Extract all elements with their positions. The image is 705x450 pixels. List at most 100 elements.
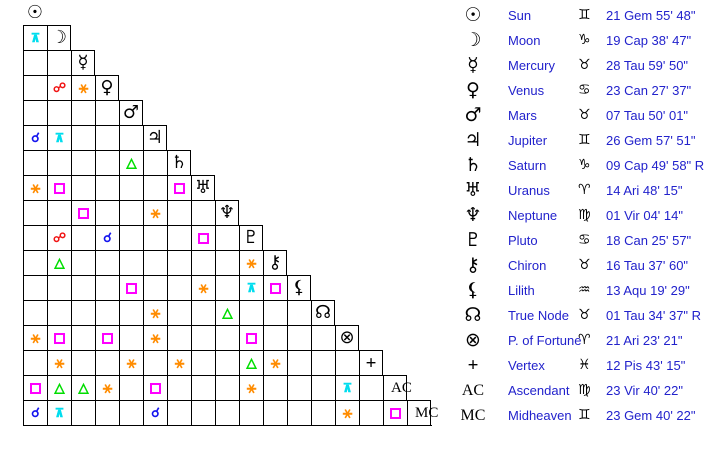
diagonal-cell-pluto: ♇ [239,225,263,250]
trine-aspect-icon: △ [222,305,233,321]
aspect-cell-jupiter-sun: ☌ [23,125,47,150]
aspect-cell-chiron-mercury [71,250,95,275]
mercury-symbol-icon: ☿ [467,54,479,76]
aspect-cell-vertex-neptune [215,350,239,375]
aspect-cell-true-node-neptune: △ [215,300,239,325]
trine-aspect-icon: △ [126,155,137,171]
sextile-aspect-icon: ⚹ [246,253,257,272]
aspect-cell-vertex-venus [95,350,119,375]
aspect-cell-uranus-jupiter [143,175,167,200]
planet-position: 23 Can 27' 37" [606,83,692,98]
grid-bottom-border [23,425,432,426]
aspect-cell-midheaven-lilith [287,400,311,425]
tau-sign-icon: ♉ [578,307,591,323]
table-row-neptune: ♆ Neptune ♍ 01 Vir 04' 14" [0,203,705,228]
diagonal-cell-saturn: ♄ [167,150,191,175]
quincunx-aspect-icon: ⊼ [54,131,65,145]
aspect-cell-ascendant-vertex [359,375,383,400]
aspect-cell-p-of-fortune-sun: ⚹ [23,325,47,350]
planet-name: Jupiter [508,133,548,148]
aspect-cell-jupiter-venus [95,125,119,150]
aspect-cell-ascendant-sun [23,375,47,400]
table-row-venus: ♀ Venus ♋ 23 Can 27' 37" [0,78,705,103]
planet-name: Venus [508,83,545,98]
square-aspect-icon [270,282,281,294]
aspect-cell-chiron-sun [23,250,47,275]
ascendant-symbol-icon: AC [391,379,412,396]
sun-symbol-icon: ☉ [464,4,482,26]
diagonal-cell-uranus: ♅ [191,175,215,200]
aspect-cell-p-of-fortune-moon [47,325,71,350]
sextile-aspect-icon: ⚹ [102,378,113,397]
pluto-symbol-icon: ♇ [464,229,482,251]
aspect-cell-vertex-pluto: △ [239,350,263,375]
table-row-p-of-fortune: ⊗ P. of Fortune ♈ 21 Ari 23' 21" [0,328,705,353]
mars-symbol-icon: ♂ [122,102,140,123]
gem-sign-icon: ♊ [578,132,591,148]
planet-position: 09 Cap 49' 58" R [606,158,705,173]
aspect-cell-uranus-venus [95,175,119,200]
gem-sign-icon: ♊ [578,407,591,423]
tau-sign-icon: ♉ [578,257,591,273]
aspect-cell-ascendant-pluto: ⚹ [239,375,263,400]
aspect-cell-vertex-moon: ⚹ [47,350,71,375]
aspect-cell-lilith-pluto: ⊼ [239,275,263,300]
aspect-cell-chiron-mars [119,250,143,275]
planet-position: 19 Cap 38' 47" [606,33,692,48]
sextile-aspect-icon: ⚹ [150,203,161,222]
planet-position: 26 Gem 57' 51" [606,133,696,148]
aspect-cell-mars-mercury [71,100,95,125]
planet-position: 21 Ari 23' 21" [606,333,683,348]
aspect-cell-true-node-mars [119,300,143,325]
tau-sign-icon: ♉ [578,57,591,73]
aspect-cell-lilith-sun [23,275,47,300]
quincunx-aspect-icon: ⊼ [342,381,353,395]
neptune-symbol-icon: ♆ [218,202,236,223]
uranus-symbol-icon: ♅ [194,177,212,198]
aspect-cell-chiron-moon: △ [47,250,71,275]
lilith-symbol-icon: ⚸ [466,279,480,301]
planet-name: Saturn [508,158,547,173]
midheaven-symbol-icon: MC [460,407,486,424]
aspect-cell-uranus-saturn [167,175,191,200]
aspect-cell-p-of-fortune-jupiter: ⚹ [143,325,167,350]
mars-symbol-icon: ♂ [464,104,482,126]
aspect-cell-mars-sun [23,100,47,125]
aspect-cell-p-of-fortune-uranus [191,325,215,350]
aspect-cell-saturn-moon [47,150,71,175]
uranus-symbol-icon: ♅ [464,179,482,201]
planet-name: Vertex [508,358,545,373]
table-row-ascendant: AC Ascendant ♍ 23 Vir 40' 22" [0,378,705,403]
planet-position: 07 Tau 50' 01" [606,108,689,123]
conjunction-aspect-icon: ☌ [151,405,160,421]
aspect-cell-midheaven-pluto [239,400,263,425]
aspect-cell-vertex-true-node [311,350,335,375]
sextile-aspect-icon: ⚹ [174,353,185,372]
aspect-cell-lilith-jupiter [143,275,167,300]
sextile-aspect-icon: ⚹ [246,378,257,397]
planet-name: Mercury [508,58,555,73]
aspect-cell-chiron-jupiter [143,250,167,275]
ascendant-symbol-icon: AC [461,382,485,399]
planet-position: 23 Vir 40' 22" [606,383,683,398]
moon-symbol-icon: ☽ [50,27,68,48]
aspect-cell-p-of-fortune-neptune [215,325,239,350]
square-aspect-icon [102,332,113,344]
aspect-cell-p-of-fortune-chiron [263,325,287,350]
aspect-cell-uranus-mars [119,175,143,200]
p-of-fortune-symbol-icon: ⊗ [465,329,481,351]
aspect-cell-midheaven-jupiter: ☌ [143,400,167,425]
aspect-cell-ascendant-moon: △ [47,375,71,400]
planet-name: Mars [508,108,537,123]
aspect-cell-midheaven-p-of-fortune: ⚹ [335,400,359,425]
aspect-cell-lilith-mercury [71,275,95,300]
planet-position: 13 Aqu 19' 29" [606,283,690,298]
aspect-cell-vertex-uranus [191,350,215,375]
venus-symbol-icon: ♀ [100,77,114,98]
aspect-cell-true-node-pluto [239,300,263,325]
neptune-symbol-icon: ♆ [464,204,482,226]
aspect-cell-lilith-chiron [263,275,287,300]
aspect-cell-midheaven-true-node [311,400,335,425]
planet-position: 16 Tau 37' 60" [606,258,689,273]
planet-position: 23 Gem 40' 22" [606,408,696,423]
